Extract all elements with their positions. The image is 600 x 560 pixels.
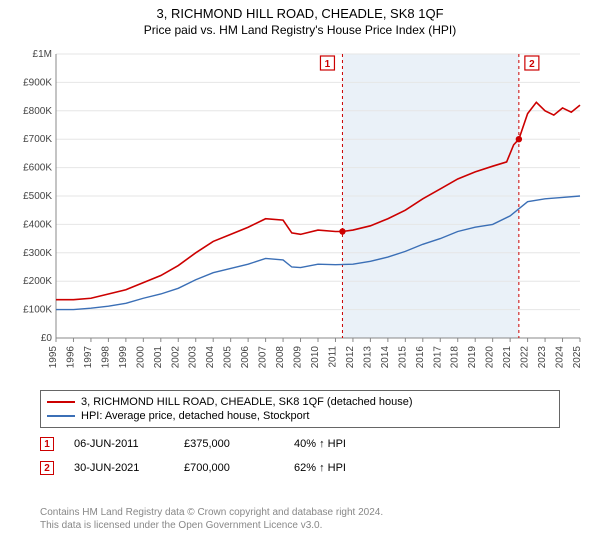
chart-area: £0 £100K £200K £300K £400K £500K £600K £700K £80… xyxy=(10,48,590,378)
footer-attribution: Contains HM Land Registry data © Crown c… xyxy=(40,506,383,532)
svg-text:2002: 2002 xyxy=(170,346,181,369)
sale-price: £700,000 xyxy=(184,462,274,474)
svg-text:2013: 2013 xyxy=(362,346,373,369)
svg-text:2012: 2012 xyxy=(345,346,356,369)
svg-text:2006: 2006 xyxy=(240,346,251,369)
legend-swatch xyxy=(47,401,75,403)
svg-text:2021: 2021 xyxy=(502,346,513,369)
sale-marker-number: 2 xyxy=(44,463,50,474)
legend-label: HPI: Average price, detached house, Stoc… xyxy=(81,410,310,422)
chart-container: 3, RICHMOND HILL ROAD, CHEADLE, SK8 1QF … xyxy=(0,0,600,560)
sale-price: £375,000 xyxy=(184,438,274,450)
svg-text:2020: 2020 xyxy=(485,346,496,369)
svg-text:2003: 2003 xyxy=(188,346,199,369)
sale-marker-box: 2 xyxy=(40,461,54,475)
svg-text:2018: 2018 xyxy=(450,346,461,369)
svg-text:2015: 2015 xyxy=(397,346,408,369)
sale-date: 06-JUN-2011 xyxy=(74,438,164,450)
svg-text:1995: 1995 xyxy=(48,346,59,369)
sale-marker-box: 1 xyxy=(40,437,54,451)
svg-text:£0: £0 xyxy=(41,333,53,344)
svg-text:£800K: £800K xyxy=(23,106,52,117)
sales-row: 1 06-JUN-2011 £375,000 40% ↑ HPI xyxy=(40,432,560,456)
footer-line: Contains HM Land Registry data © Crown c… xyxy=(40,506,383,519)
line-chart-svg: £0 £100K £200K £300K £400K £500K £600K £700K £80… xyxy=(10,48,590,378)
chart-title: 3, RICHMOND HILL ROAD, CHEADLE, SK8 1QF xyxy=(0,0,600,21)
svg-text:2016: 2016 xyxy=(415,346,426,369)
svg-text:2023: 2023 xyxy=(537,346,548,369)
svg-text:2001: 2001 xyxy=(153,346,164,369)
svg-text:£300K: £300K xyxy=(23,248,52,259)
svg-text:2: 2 xyxy=(529,59,535,70)
svg-text:2010: 2010 xyxy=(310,346,321,369)
svg-text:2009: 2009 xyxy=(293,346,304,369)
sale-delta: 62% ↑ HPI xyxy=(294,462,384,474)
footer-line: This data is licensed under the Open Gov… xyxy=(40,519,383,532)
svg-text:£900K: £900K xyxy=(23,77,52,88)
svg-text:£100K: £100K xyxy=(23,305,52,316)
svg-text:2007: 2007 xyxy=(258,346,269,369)
svg-text:1998: 1998 xyxy=(100,346,111,369)
svg-text:£500K: £500K xyxy=(23,191,52,202)
svg-text:£400K: £400K xyxy=(23,219,52,230)
sale-date: 30-JUN-2021 xyxy=(74,462,164,474)
sales-table: 1 06-JUN-2011 £375,000 40% ↑ HPI 2 30-JU… xyxy=(40,432,560,480)
svg-text:1: 1 xyxy=(325,59,331,70)
svg-text:2004: 2004 xyxy=(205,346,216,369)
svg-text:2008: 2008 xyxy=(275,346,286,369)
svg-text:1996: 1996 xyxy=(65,346,76,369)
svg-text:2000: 2000 xyxy=(135,346,146,369)
svg-text:2014: 2014 xyxy=(380,346,391,369)
sale-marker-number: 1 xyxy=(44,439,50,450)
svg-text:2005: 2005 xyxy=(223,346,234,369)
legend-item: 3, RICHMOND HILL ROAD, CHEADLE, SK8 1QF … xyxy=(47,395,553,409)
svg-text:£200K: £200K xyxy=(23,276,52,287)
svg-text:2011: 2011 xyxy=(327,346,338,368)
svg-text:£600K: £600K xyxy=(23,163,52,174)
svg-text:2019: 2019 xyxy=(467,346,478,369)
chart-subtitle: Price paid vs. HM Land Registry's House … xyxy=(0,21,600,37)
legend-item: HPI: Average price, detached house, Stoc… xyxy=(47,409,553,423)
legend-swatch xyxy=(47,415,75,417)
svg-text:1999: 1999 xyxy=(118,346,129,369)
svg-text:£1M: £1M xyxy=(33,49,52,60)
svg-text:2025: 2025 xyxy=(572,346,583,369)
legend-label: 3, RICHMOND HILL ROAD, CHEADLE, SK8 1QF … xyxy=(81,396,413,408)
sale-delta: 40% ↑ HPI xyxy=(294,438,384,450)
svg-text:2022: 2022 xyxy=(520,346,531,369)
sales-row: 2 30-JUN-2021 £700,000 62% ↑ HPI xyxy=(40,456,560,480)
svg-text:2024: 2024 xyxy=(555,346,566,369)
legend: 3, RICHMOND HILL ROAD, CHEADLE, SK8 1QF … xyxy=(40,390,560,428)
svg-text:2017: 2017 xyxy=(432,346,443,369)
svg-text:1997: 1997 xyxy=(83,346,94,369)
svg-text:£700K: £700K xyxy=(23,134,52,145)
